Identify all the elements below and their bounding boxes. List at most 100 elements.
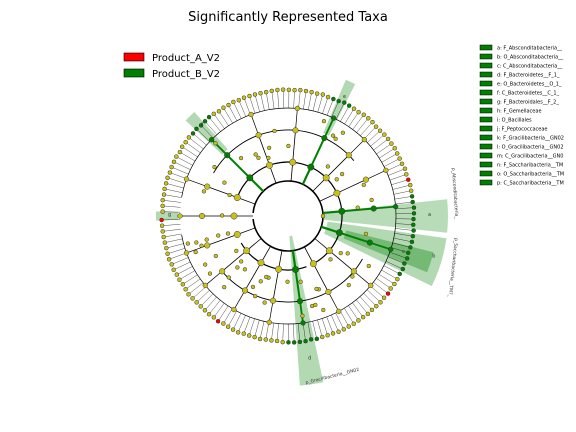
tree-branch bbox=[162, 211, 181, 213]
taxon-node bbox=[321, 307, 326, 313]
tree-branch bbox=[294, 269, 301, 302]
taxon-node bbox=[190, 296, 195, 301]
taxon-node bbox=[257, 336, 263, 342]
tree-branch bbox=[221, 250, 247, 272]
tree-arc bbox=[221, 258, 363, 303]
taxon-node bbox=[385, 136, 391, 142]
tree-branch bbox=[392, 242, 411, 248]
taxon-node bbox=[233, 231, 241, 238]
tree-branch bbox=[394, 196, 413, 200]
clade-letter: b bbox=[432, 253, 435, 259]
clade-key-swatch bbox=[479, 62, 493, 69]
tree-branch bbox=[238, 99, 246, 117]
taxon-node bbox=[177, 213, 183, 219]
taxon-node bbox=[300, 320, 306, 326]
taxon-node bbox=[333, 189, 341, 197]
clade-key-label: n: F_Saccharibacteria__TM bbox=[497, 163, 563, 169]
tree-branch bbox=[272, 269, 280, 301]
taxon-node bbox=[285, 279, 290, 284]
tree-branch bbox=[171, 257, 189, 265]
tree-branch bbox=[185, 278, 201, 290]
clade-key-swatch bbox=[479, 71, 493, 78]
taxon-node bbox=[383, 167, 389, 174]
taxon-node bbox=[319, 334, 325, 340]
clade-letter: c bbox=[402, 249, 405, 255]
taxon-node bbox=[169, 164, 174, 170]
tree-branch bbox=[179, 151, 196, 162]
taxon-node bbox=[321, 118, 327, 124]
clade-key-label: h: F_Gemellaceae bbox=[497, 109, 542, 115]
tree-arc bbox=[252, 180, 324, 252]
taxon-node bbox=[253, 152, 258, 157]
taxon-node bbox=[241, 287, 249, 294]
taxon-node bbox=[361, 112, 367, 117]
tree-branch bbox=[356, 299, 368, 314]
tree-branch bbox=[167, 248, 185, 254]
taxon-node bbox=[167, 170, 173, 175]
taxon-node bbox=[243, 247, 251, 255]
taxon-node bbox=[361, 136, 368, 143]
taxon-node bbox=[350, 268, 357, 275]
tree-branch bbox=[276, 323, 279, 342]
taxon-node bbox=[202, 119, 208, 124]
tree-branch bbox=[293, 90, 295, 109]
taxon-node bbox=[286, 143, 291, 149]
tree-branch bbox=[389, 173, 407, 181]
taxon-node bbox=[256, 155, 261, 160]
figure-title: Significantly Represented Taxa bbox=[188, 10, 388, 25]
taxon-node bbox=[241, 95, 247, 100]
clade-key-label: g: F_Bacteroidales__F_2_ bbox=[497, 100, 559, 106]
taxon-node bbox=[366, 239, 373, 246]
tree-branch bbox=[312, 93, 318, 111]
tree-branch bbox=[244, 262, 262, 291]
taxon-node bbox=[160, 197, 165, 203]
taxon-node bbox=[246, 333, 252, 338]
taxon-node bbox=[177, 149, 183, 155]
tree-branch bbox=[174, 161, 191, 170]
tree-branch bbox=[302, 322, 306, 341]
taxon-node bbox=[320, 213, 326, 219]
tree-branch bbox=[233, 102, 242, 119]
tree-branch bbox=[271, 323, 274, 341]
taxon-node bbox=[211, 315, 217, 320]
tree-branch bbox=[317, 319, 323, 338]
tree-branch bbox=[388, 168, 405, 176]
tree-branch bbox=[373, 138, 388, 151]
taxon-node bbox=[252, 92, 258, 97]
taxon-node bbox=[404, 256, 410, 261]
taxon-node bbox=[411, 228, 416, 233]
taxon-node bbox=[346, 103, 352, 108]
tree-branch bbox=[176, 266, 193, 275]
tree-branch bbox=[243, 317, 251, 335]
taxon-node bbox=[215, 319, 221, 324]
tree-branch bbox=[336, 179, 367, 194]
tree-branch bbox=[243, 97, 251, 115]
taxon-node bbox=[204, 242, 211, 249]
taxon-node bbox=[409, 239, 415, 245]
tree-branch bbox=[238, 315, 246, 332]
tree-branch bbox=[335, 312, 344, 330]
clade-key-label: d: F_Bacteroidetes__F_1_ bbox=[497, 73, 560, 79]
taxon-node bbox=[165, 175, 170, 181]
clade-key-swatch bbox=[479, 44, 493, 51]
tree-branch bbox=[339, 310, 349, 327]
taxon-node bbox=[325, 94, 331, 100]
taxon-node bbox=[275, 265, 283, 273]
taxon-node bbox=[320, 92, 326, 97]
taxon-node bbox=[388, 246, 394, 253]
taxon-node bbox=[230, 212, 238, 220]
tree-branch bbox=[186, 178, 208, 187]
taxon-node bbox=[227, 192, 232, 198]
taxon-node bbox=[194, 240, 199, 245]
tree-branch bbox=[376, 278, 392, 289]
taxon-node bbox=[286, 87, 292, 93]
legend-label-group-b: Product_B_V2 bbox=[152, 69, 220, 80]
taxon-node bbox=[342, 100, 347, 105]
taxon-node bbox=[325, 332, 330, 338]
taxon-node bbox=[336, 98, 341, 104]
taxon-node bbox=[339, 171, 345, 177]
taxon-node bbox=[204, 183, 211, 190]
tree-branch bbox=[226, 154, 251, 179]
taxon-node bbox=[345, 251, 350, 256]
taxon-node bbox=[252, 334, 257, 340]
